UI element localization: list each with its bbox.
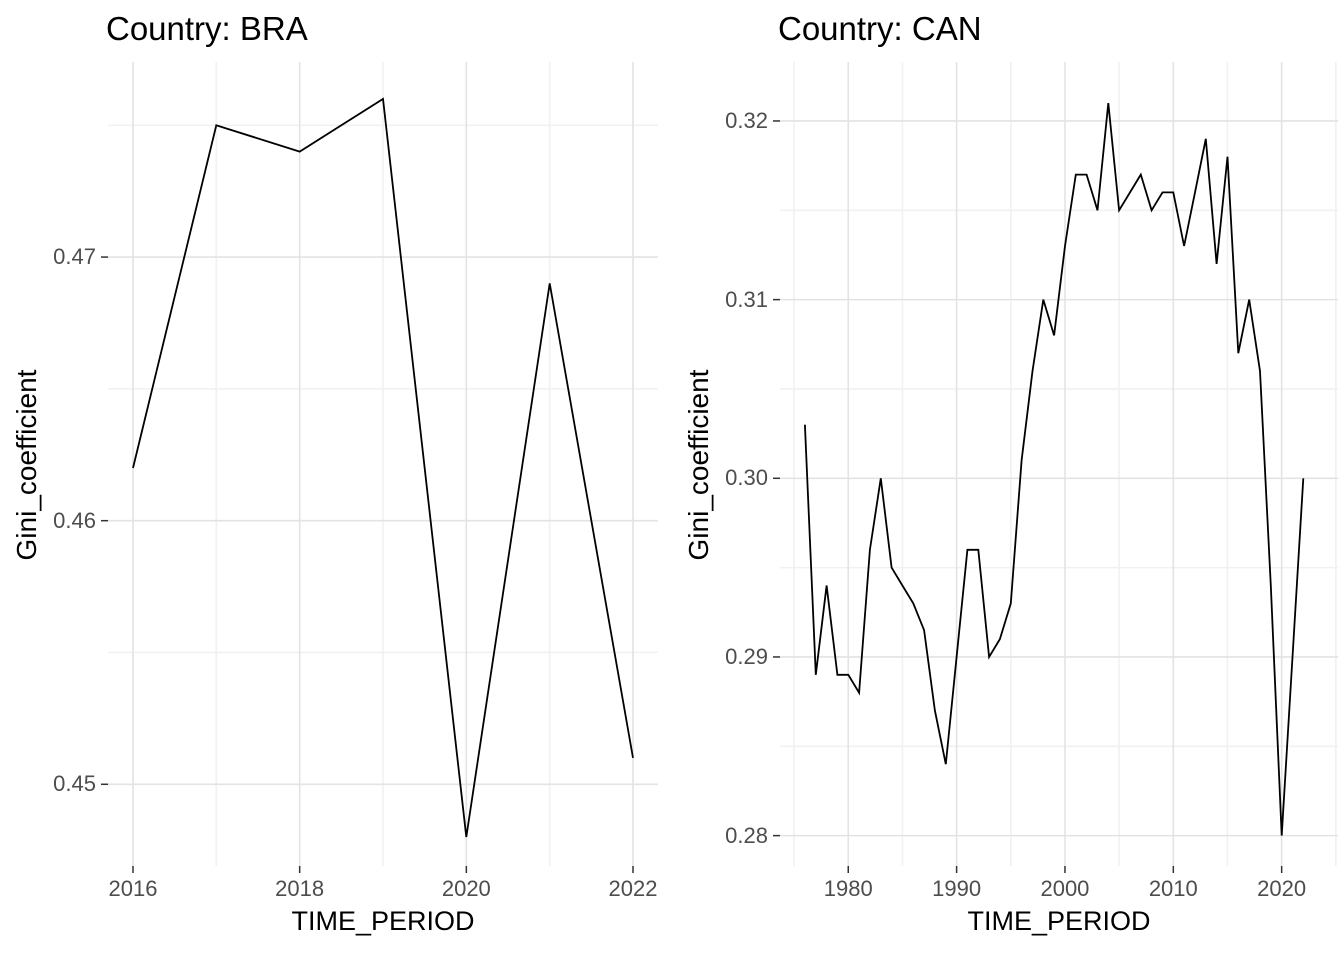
x-tick-label-bra: 2016: [108, 876, 158, 901]
x-tick-label-can: 1990: [932, 876, 982, 901]
y-tick-label-can: 0.30: [725, 465, 768, 491]
grid-major-bra: [108, 62, 658, 866]
x-axis-title-bra: TIME_PERIOD: [291, 906, 475, 936]
x-tick-label-bra: 2022: [608, 876, 658, 901]
x-tick-label-can: 2010: [1148, 876, 1198, 901]
y-tick-label-bra: 0.45: [53, 771, 96, 797]
panel-title-bra: Country: BRA: [106, 10, 308, 47]
y-tick-label-bra: 0.46: [53, 507, 96, 533]
x-tick-label-can: 2020: [1257, 876, 1307, 901]
axis-ticks-can: [773, 120, 1283, 873]
x-tick-label-bra: 2020: [441, 876, 491, 901]
grid-minor-bra: [108, 62, 658, 866]
y-tick-label-can: 0.29: [725, 643, 768, 669]
series-line-bra: [132, 97, 634, 838]
x-tick-label-can: 2000: [1040, 876, 1090, 901]
panel-bra: [101, 62, 658, 873]
panel-can: [773, 62, 1338, 873]
grid-minor-can: [780, 62, 1338, 866]
x-tick-label-bra: 2018: [275, 876, 325, 901]
grid-major-can: [780, 62, 1338, 866]
panel-title-can: Country: CAN: [778, 10, 982, 47]
x-axis-title-can: TIME_PERIOD: [967, 906, 1151, 936]
y-axis-title-bra: Gini_coefficient: [11, 369, 42, 561]
series-line-can: [804, 103, 1305, 836]
y-tick-label-can: 0.28: [725, 822, 768, 848]
y-tick-label-can: 0.32: [725, 107, 768, 133]
y-tick-label-can: 0.31: [725, 286, 768, 312]
y-tick-label-bra: 0.47: [53, 244, 96, 270]
axis-ticks-bra: [101, 256, 634, 873]
x-tick-label-can: 1980: [823, 876, 873, 901]
